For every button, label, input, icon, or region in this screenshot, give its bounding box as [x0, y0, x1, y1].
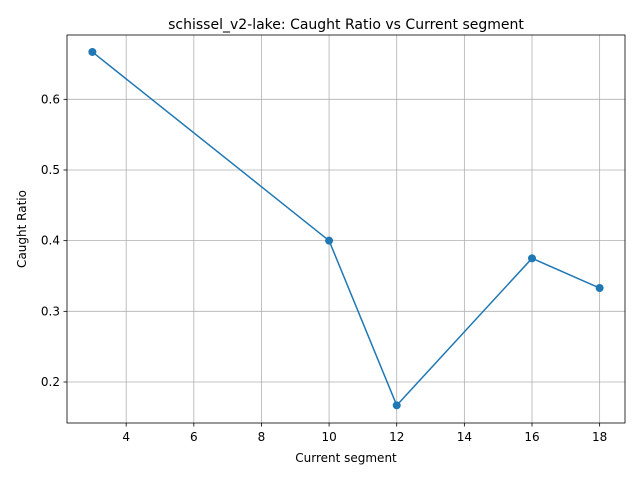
x-axis-label: Current segment [295, 451, 397, 465]
y-tick-label: 0.2 [41, 375, 60, 389]
data-point [325, 236, 334, 245]
y-tick-label: 0.4 [41, 234, 60, 248]
y-tick-label: 0.6 [41, 92, 60, 106]
x-tick-label: 6 [190, 430, 198, 444]
data-point [88, 47, 97, 56]
x-tick-label: 16 [524, 430, 539, 444]
x-tick-label: 14 [457, 430, 472, 444]
x-tick-label: 12 [389, 430, 404, 444]
data-point [595, 284, 604, 293]
plot-series [88, 47, 604, 410]
y-axis-label: Caught Ratio [15, 190, 29, 268]
axis-ticks: 4 6 8 10 12 14 16 18 0.2 0.3 0.4 0.5 0.6 [41, 92, 607, 444]
grid [67, 35, 625, 423]
plot-frame [66, 34, 626, 424]
chart-title: schissel_v2-lake: Caught Ratio vs Curren… [168, 17, 524, 33]
series-line [91, 51, 600, 407]
x-tick-label: 8 [258, 430, 266, 444]
y-tick-label: 0.3 [41, 304, 60, 318]
x-tick-label: 10 [321, 430, 336, 444]
x-tick-label: 4 [122, 430, 130, 444]
y-tick-label: 0.5 [41, 163, 60, 177]
data-point [392, 401, 401, 410]
data-point [528, 254, 536, 263]
x-tick-label: 18 [592, 430, 607, 444]
